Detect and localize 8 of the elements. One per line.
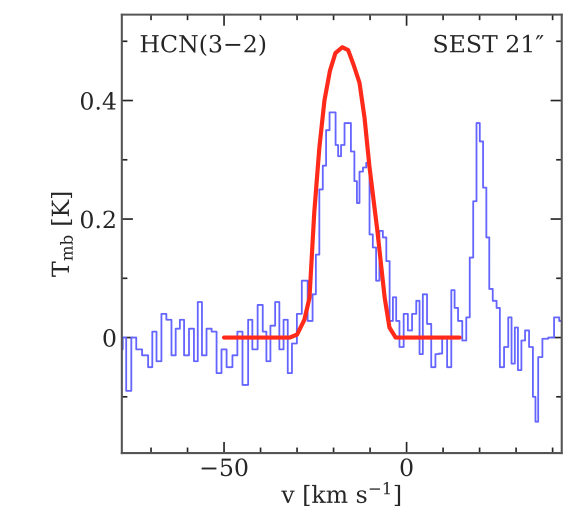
y-tick-label: 0.4 xyxy=(80,92,116,110)
annotation: SEST 21″ xyxy=(434,34,544,53)
x-axis-title: v [km s$^{−1}$] xyxy=(281,482,400,506)
annotation: HCN(3−2) xyxy=(140,34,266,56)
y-axis-title: T$_{mb}$ [K] xyxy=(51,192,73,277)
y-tick-label: 0.2 xyxy=(80,210,115,228)
y-tick-label: 0 xyxy=(103,328,116,347)
x-tick-label: −50 xyxy=(202,458,248,476)
